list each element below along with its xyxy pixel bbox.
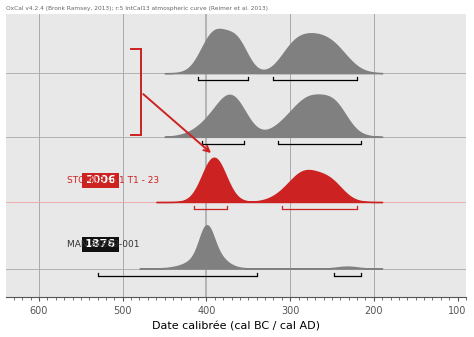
Text: MAN 24899-001: MAN 24899-001 — [67, 240, 140, 249]
Text: 1876: 1876 — [85, 240, 116, 249]
Text: 2006: 2006 — [85, 175, 116, 185]
X-axis label: Date calibrée (cal BC / cal AD): Date calibrée (cal BC / cal AD) — [152, 321, 320, 332]
Text: OxCal v4.2.4 (Bronk Ramsey, 2013); r:5 IntCal13 atmospheric curve (Reimer et al.: OxCal v4.2.4 (Bronk Ramsey, 2013); r:5 I… — [6, 5, 267, 10]
Text: STGM08 - E1 T1 - 23: STGM08 - E1 T1 - 23 — [67, 176, 160, 185]
